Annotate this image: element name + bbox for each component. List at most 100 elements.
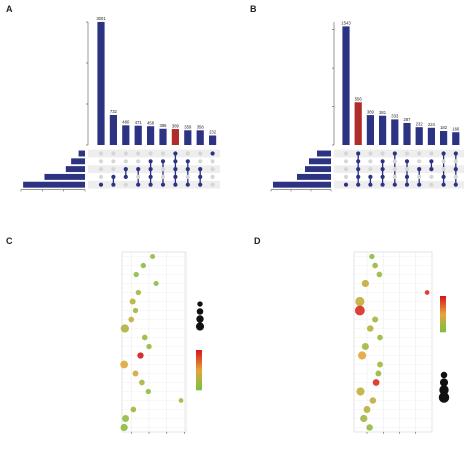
matrix-dot: [392, 159, 397, 164]
bar: [403, 122, 411, 145]
matrix-dot: [356, 151, 361, 156]
color-gradient-segment: [196, 365, 202, 367]
bar-value-label: 732: [110, 109, 118, 114]
matrix-dot: [429, 151, 434, 156]
bar: [427, 127, 435, 145]
color-gradient-segment: [196, 350, 202, 352]
size-legend-dot: [439, 385, 449, 395]
size-legend-dot: [195, 322, 205, 331]
matrix-dot: [136, 167, 141, 172]
matrix-dot: [429, 159, 434, 164]
dotplot-pathway-enrichment: [353, 251, 450, 434]
matrix-dot: [198, 174, 203, 179]
matrix-dot: [417, 174, 422, 179]
bar-value-label: 3001: [96, 16, 106, 21]
matrix-dot: [98, 151, 104, 156]
color-gradient-segment: [440, 317, 446, 319]
color-gradient-segment: [440, 324, 446, 327]
matrix-dot: [343, 182, 349, 187]
color-gradient-segment: [196, 370, 202, 372]
bar-value-label: 359: [184, 124, 192, 129]
data-point: [120, 360, 128, 369]
data-point: [366, 325, 374, 332]
color-gradient-segment: [196, 353, 202, 356]
matrix-dot: [160, 159, 166, 164]
color-gradient-segment: [196, 361, 202, 364]
set-size-bar: [273, 181, 331, 188]
matrix-dot: [198, 182, 203, 187]
color-gradient-segment: [440, 311, 446, 313]
color-gradient-segment: [440, 314, 446, 316]
matrix-dot: [380, 182, 385, 187]
data-point: [139, 379, 145, 386]
matrix-dot: [111, 167, 116, 172]
bar: [122, 125, 130, 145]
matrix-dot: [392, 174, 397, 179]
matrix-dot: [380, 174, 385, 179]
matrix-dot: [343, 159, 349, 164]
data-point: [129, 298, 136, 305]
matrix-dot: [368, 151, 373, 156]
matrix-dot: [136, 159, 141, 164]
data-point: [141, 334, 148, 341]
matrix-dot: [441, 167, 446, 172]
bar: [147, 126, 155, 145]
data-point: [354, 305, 365, 316]
matrix-dot: [441, 174, 446, 179]
matrix-dot: [417, 151, 422, 156]
size-legend-dot: [440, 371, 448, 379]
set-size-bar: [78, 150, 85, 157]
matrix-dot: [123, 159, 128, 164]
size-legend-dot: [197, 301, 203, 307]
color-gradient-segment: [440, 297, 446, 300]
color-gradient-segment: [196, 383, 202, 386]
set-size-bar: [317, 150, 331, 157]
color-gradient-segment: [196, 381, 202, 384]
matrix-row-stripe: [334, 149, 464, 158]
data-point: [369, 253, 375, 260]
data-point: [375, 370, 382, 377]
color-gradient-segment: [196, 360, 202, 362]
matrix-dot: [136, 174, 141, 179]
matrix-dot: [404, 174, 410, 179]
set-size-bar: [71, 158, 85, 165]
matrix-row-stripe: [334, 165, 464, 173]
matrix-dot: [136, 151, 141, 156]
color-gradient-segment: [440, 330, 446, 333]
panel-letter-b: B: [250, 4, 257, 14]
color-gradient-segment: [440, 320, 446, 322]
data-point: [133, 271, 139, 278]
upset-plot-downregulated: 3001 732 480 471 458 396 389 359 358 232: [20, 16, 220, 192]
matrix-dot: [198, 151, 203, 156]
upset-plot-upregulated: 1543 556 389 381 333 287 232 224 182 166: [270, 21, 464, 192]
matrix-dot: [368, 167, 373, 172]
set-size-bar: [65, 166, 85, 173]
matrix-dot: [173, 159, 178, 164]
matrix-dot: [98, 159, 104, 164]
data-point: [120, 423, 128, 432]
data-point: [145, 388, 151, 395]
dotplot-go-enrichment: [120, 251, 205, 434]
bar: [354, 102, 362, 145]
matrix-dot: [185, 182, 190, 187]
set-size-bar: [297, 173, 331, 180]
matrix-dot: [429, 174, 434, 179]
matrix-dot: [111, 174, 116, 179]
color-gradient-segment: [440, 321, 446, 324]
matrix-dot: [392, 167, 397, 172]
bar-value-label: 232: [416, 121, 424, 126]
matrix-dot: [356, 159, 361, 164]
matrix-dot: [160, 182, 166, 187]
color-gradient-segment: [440, 315, 446, 318]
matrix-dot: [392, 182, 397, 187]
matrix-dot: [429, 167, 434, 172]
matrix-dot: [429, 182, 434, 187]
matrix-dot: [185, 174, 190, 179]
data-point: [376, 271, 383, 278]
plot-frame: [353, 251, 433, 433]
bar-value-label: 358: [197, 125, 205, 130]
matrix-row-stripe: [88, 180, 220, 189]
color-gradient-segment: [440, 299, 446, 301]
color-gradient-segment: [440, 312, 446, 315]
